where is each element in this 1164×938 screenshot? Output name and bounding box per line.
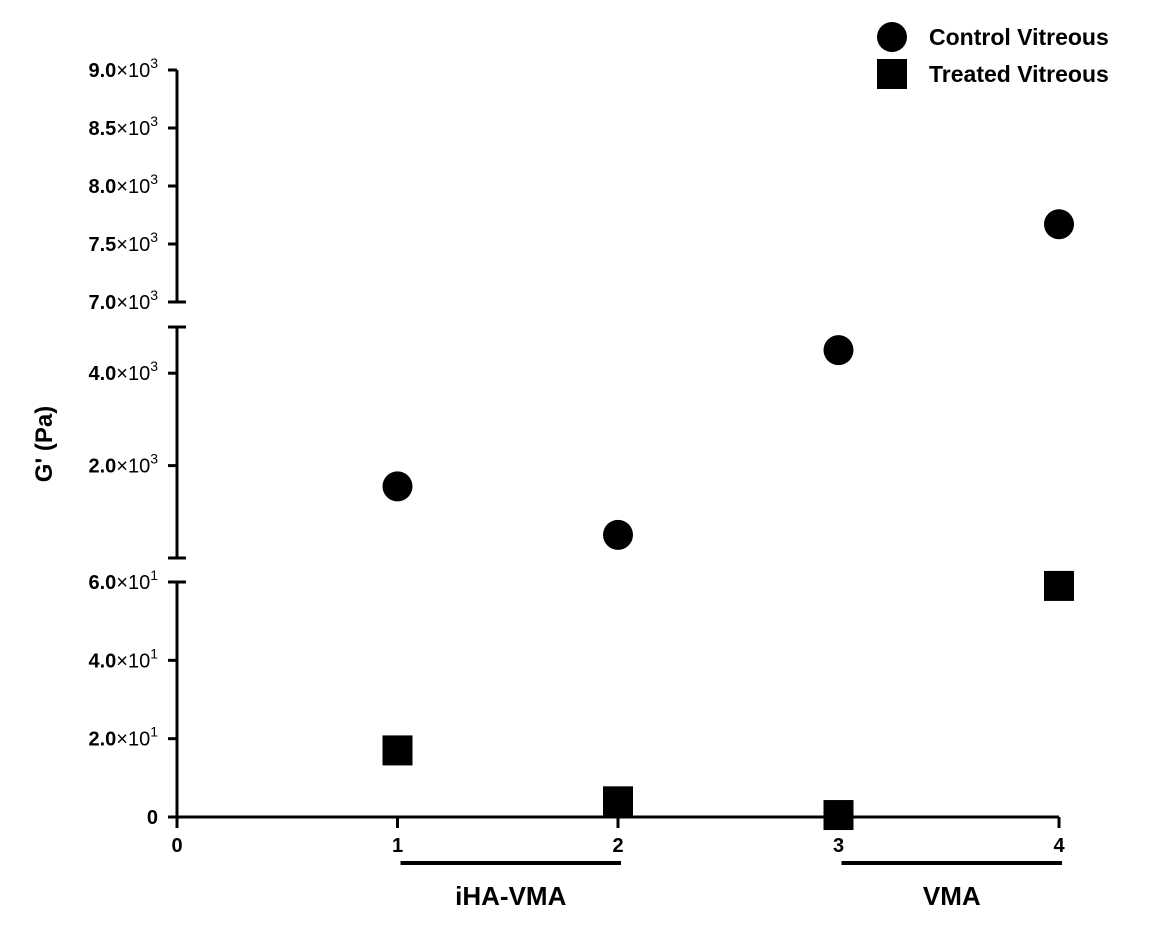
- treated-vitreous-point: [1044, 570, 1074, 601]
- data-points: [382, 209, 1074, 831]
- legend-marker-circle: [877, 22, 907, 52]
- y-tick-label: 8.5×103: [88, 113, 158, 140]
- y-tick-label: 0: [147, 807, 158, 829]
- y-tick-label: 7.5×103: [88, 229, 158, 256]
- x-tick-label: 2: [612, 835, 623, 857]
- legend-label: Control Vitreous: [929, 24, 1109, 50]
- treated-vitreous-point: [823, 800, 854, 831]
- control-vitreous-point: [603, 519, 633, 550]
- group-label: iHA-VMA: [455, 881, 566, 911]
- treated-vitreous-point: [382, 735, 413, 766]
- y-tick-label: 2.0×103: [88, 451, 158, 478]
- x-tick-label: 4: [1053, 835, 1065, 857]
- y-tick-label: 7.0×103: [88, 287, 158, 314]
- control-vitreous-point: [382, 471, 413, 502]
- x-tick-label: 3: [833, 835, 844, 857]
- y-axis-label: G' (Pa): [31, 406, 58, 482]
- axes: [168, 70, 1059, 819]
- y-tick-label: 2.0×101: [88, 724, 158, 751]
- control-vitreous-point: [1044, 209, 1074, 240]
- y-tick-label: 4.0×101: [88, 645, 158, 672]
- y-tick-label: 8.0×103: [88, 171, 158, 198]
- group-brackets: iHA-VMA VMA: [400, 861, 1062, 911]
- legend-marker-square: [877, 59, 907, 89]
- treated-vitreous-point: [603, 786, 633, 817]
- y-ticks: 9.0×103 8.5×103 8.0×103 7.5×103 7.0×103 4.0×1…: [88, 55, 177, 829]
- control-vitreous-point: [823, 335, 854, 366]
- y-tick-label: 4.0×103: [88, 358, 158, 385]
- y-tick-label: 6.0×101: [88, 567, 158, 594]
- legend-label: Treated Vitreous: [929, 61, 1109, 87]
- x-tick-label: 1: [392, 835, 403, 857]
- y-tick-label: 9.0×103: [88, 55, 158, 82]
- legend: Control Vitreous Treated Vitreous: [877, 22, 1109, 89]
- x-ticks: 0 1 2 3 4: [171, 817, 1065, 857]
- group-label: VMA: [923, 881, 981, 911]
- x-tick-label: 0: [171, 835, 182, 857]
